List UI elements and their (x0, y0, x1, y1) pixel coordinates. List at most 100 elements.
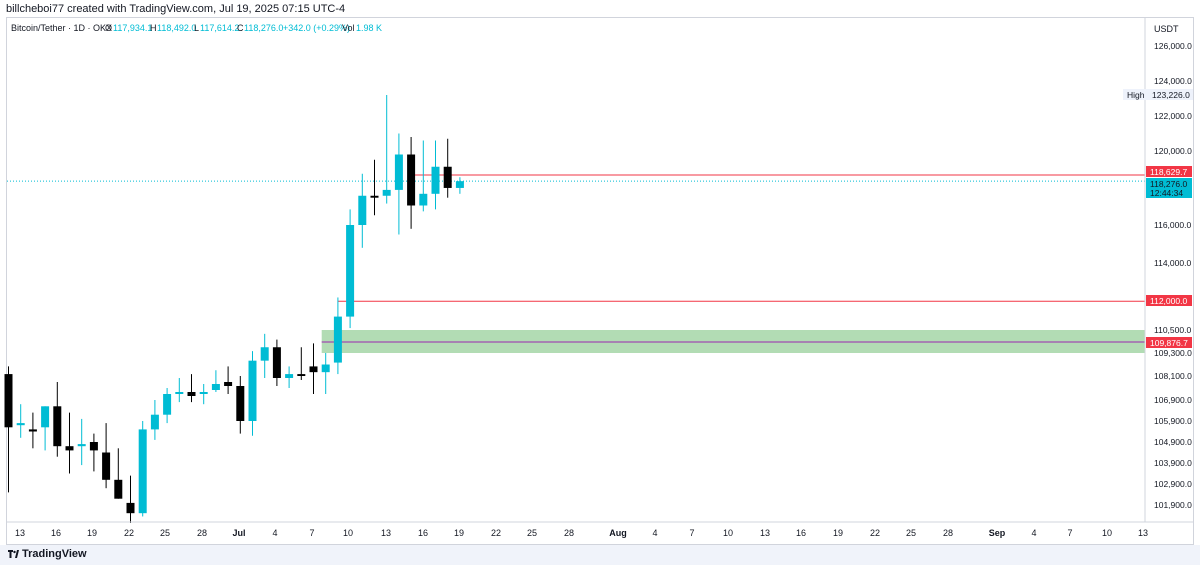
time-axis-label: 25 (160, 528, 170, 538)
candlestick-chart[interactable]: Bitcoin/Tether · 1D · OKX O 117,934.1 H … (0, 0, 1200, 545)
candle-body (41, 406, 50, 428)
legend-vol-value: 1.98 K (356, 23, 382, 33)
candle (370, 159, 379, 216)
candle-body (297, 374, 306, 376)
level-zone-value: 109,876.7 (1150, 338, 1188, 348)
price-axis-labels[interactable]: 126,000.0 124,000.0 122,000.0 120,000.0 116,… (1154, 41, 1192, 510)
candle-body (138, 429, 147, 514)
time-axis-label: 28 (564, 528, 574, 538)
candle (4, 366, 13, 493)
price-axis-label: 110,500.0 (1154, 325, 1191, 335)
candle-body (114, 479, 123, 499)
candle (285, 366, 294, 388)
last-price-value: 118,276.0 (1150, 179, 1187, 189)
time-axis-label: 16 (418, 528, 428, 538)
candle-body (407, 154, 416, 206)
time-axis-label: Aug (609, 528, 627, 538)
time-axis-label: Sep (989, 528, 1006, 538)
chart-frame[interactable] (6, 17, 1194, 545)
time-axis-label: 7 (1067, 528, 1072, 538)
price-axis-label: 102,900.0 (1154, 479, 1192, 489)
time-axis-label: 10 (343, 528, 353, 538)
candle (138, 421, 147, 517)
candle-body (382, 189, 391, 196)
candle-body (187, 392, 196, 396)
time-axis-label: 10 (1102, 528, 1112, 538)
countdown-value: 12:44:34 (1150, 188, 1183, 198)
candle (65, 412, 74, 474)
candle (248, 351, 257, 436)
candle-body (455, 181, 464, 188)
time-axis-label: 19 (454, 528, 464, 538)
candle (102, 423, 111, 489)
time-axis-label: 7 (309, 528, 314, 538)
last-price-tag (1146, 178, 1192, 198)
legend-h-value: 118,492.0 (157, 23, 196, 33)
candle-body (394, 154, 403, 190)
candle-body (321, 364, 330, 373)
time-axis-label: 13 (760, 528, 770, 538)
candle (346, 209, 355, 329)
plot-area[interactable] (4, 95, 1146, 523)
price-axis-label: 120,000.0 (1154, 146, 1192, 156)
time-axis-label: 19 (833, 528, 843, 538)
time-axis-labels[interactable]: 13 16 19 22 25 28 Jul 4 7 10 13 16 19 22 25 28 Aug 4 7 10 13… (15, 528, 1148, 538)
candle-body (358, 195, 367, 225)
legend-change: +342.0 (+0.29%) (283, 23, 350, 33)
candle (187, 374, 196, 403)
price-axis-label: 116,000.0 (1154, 220, 1191, 230)
price-axis-label: 124,000.0 (1154, 76, 1192, 86)
time-axis-label: 28 (943, 528, 953, 538)
candle-body (126, 502, 135, 514)
candle (126, 475, 135, 523)
candle-body (443, 166, 452, 188)
candle (199, 384, 208, 405)
candle-body (224, 382, 233, 386)
candle (358, 173, 367, 248)
candle (382, 95, 391, 204)
time-axis-label: 28 (197, 528, 207, 538)
candle (16, 404, 25, 438)
price-axis-label: 105,900.0 (1154, 416, 1192, 426)
price-axis-label: 114,000.0 (1154, 258, 1191, 268)
candle-body (65, 446, 74, 451)
candle (455, 177, 464, 194)
candle-body (248, 360, 257, 421)
legend-l-value: 117,614.2 (200, 23, 239, 33)
candle (236, 376, 245, 434)
candle-body (260, 347, 269, 361)
legend-o-value: 117,934.1 (113, 23, 152, 33)
candle-body (370, 195, 379, 198)
candle (272, 339, 281, 386)
candle (211, 370, 220, 392)
level-top-value: 118,629.7 (1150, 167, 1187, 177)
level-mid-tag (1146, 295, 1192, 306)
candle (41, 406, 50, 451)
candle-body (333, 316, 342, 363)
price-axis-label: 101,900.0 (1154, 500, 1192, 510)
candle-body (28, 429, 37, 432)
chart-caption: billcheboi77 created with TradingView.co… (6, 3, 346, 15)
legend-l-label: L (194, 23, 199, 33)
candle (224, 366, 233, 394)
legend-c-value: 118,276.0 (244, 23, 283, 33)
price-axis-label: 103,900.0 (1154, 458, 1192, 468)
time-axis-label: 25 (527, 528, 537, 538)
high-value: 123,226.0 (1152, 90, 1190, 100)
legend-h-label: H (150, 23, 157, 33)
price-axis-label: 126,000.0 (1154, 41, 1192, 51)
candle (53, 382, 62, 457)
high-value-bg (1147, 89, 1193, 100)
price-axis-label: 104,900.0 (1154, 437, 1192, 447)
time-axis-label: 22 (491, 528, 501, 538)
legend-o-label: O (105, 23, 112, 33)
footer-bar: TradingView (0, 545, 1200, 565)
tradingview-logo-icon (8, 550, 19, 558)
time-axis-label: 16 (796, 528, 806, 538)
candle-body (419, 193, 428, 206)
candle-body (272, 347, 281, 378)
time-axis-label: 10 (723, 528, 733, 538)
candle (333, 297, 342, 375)
level-zone-tag (1146, 337, 1192, 348)
candle (431, 140, 440, 210)
